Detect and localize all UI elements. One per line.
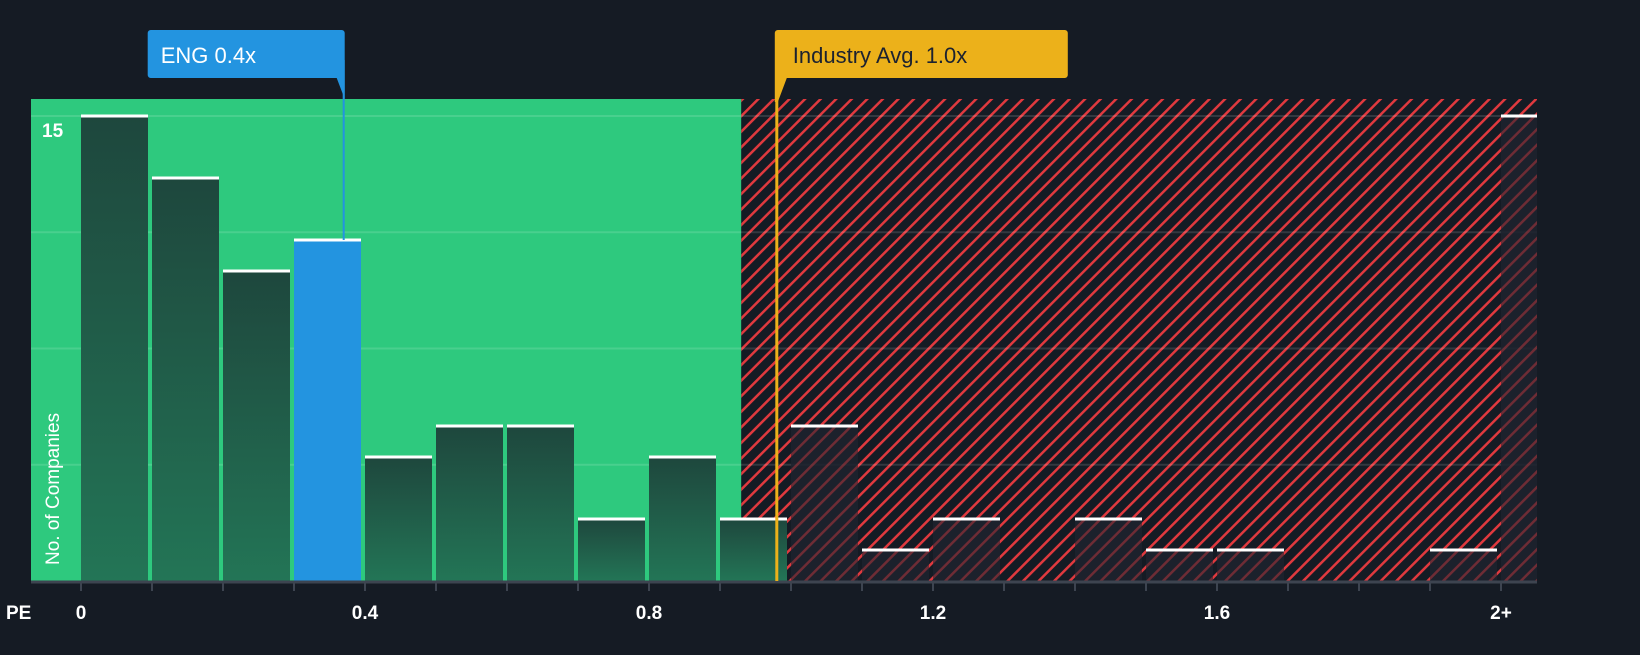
bar-cap	[578, 517, 645, 521]
histogram-bar	[81, 116, 148, 581]
bar-cap	[1146, 548, 1213, 552]
bar-cap	[649, 455, 716, 459]
histogram-bar	[791, 426, 858, 581]
bar-cap	[1217, 548, 1284, 552]
histogram-bar	[294, 240, 361, 581]
company-label: ENG 0.4x	[161, 43, 256, 68]
bar-cap	[365, 455, 432, 459]
x-tick-label: 0.4	[352, 603, 379, 624]
x-tick-label: 1.2	[920, 603, 946, 624]
histogram-bar	[507, 426, 574, 581]
histogram-bar	[436, 426, 503, 581]
histogram-bar	[365, 457, 432, 581]
bar-cap	[720, 517, 787, 521]
bar-cap	[152, 176, 219, 180]
overvalued-region	[741, 99, 1537, 581]
y-tick-label: 15	[42, 121, 64, 142]
y-axis-label: No. of Companies	[43, 413, 64, 565]
bar-cap	[933, 517, 1000, 521]
histogram-bar	[933, 519, 1000, 581]
industry-callout: Industry Avg. 1.0x	[774, 30, 1068, 581]
histogram-bar	[223, 271, 290, 581]
histogram-bar	[1501, 116, 1537, 581]
bar-cap	[791, 424, 858, 428]
industry-label: Industry Avg. 1.0x	[793, 43, 967, 68]
histogram-bar	[152, 178, 219, 581]
histogram-bar	[649, 457, 716, 581]
bar-cap	[1501, 114, 1537, 118]
histogram-bar	[862, 550, 929, 581]
bar-cap	[223, 269, 290, 273]
bar-cap	[294, 238, 361, 242]
bar-cap	[862, 548, 929, 552]
histogram-bar	[1146, 550, 1213, 581]
bar-cap	[1075, 517, 1142, 521]
histogram-bar	[1075, 519, 1142, 581]
x-tick-label: 1.6	[1204, 603, 1230, 624]
x-tick-label: 0.8	[636, 603, 662, 624]
bar-cap	[436, 424, 503, 428]
company-callout: ENG 0.4x	[147, 30, 345, 240]
x-tick-label: 2+	[1490, 603, 1512, 624]
histogram-bar	[1430, 550, 1497, 581]
bar-cap	[507, 424, 574, 428]
bar-cap	[81, 114, 148, 118]
bar-cap	[1430, 548, 1497, 552]
histogram-bar	[1217, 550, 1284, 581]
histogram-bar	[578, 519, 645, 581]
x-tick-label: 0	[76, 603, 87, 624]
x-axis-label: PE	[6, 603, 31, 624]
